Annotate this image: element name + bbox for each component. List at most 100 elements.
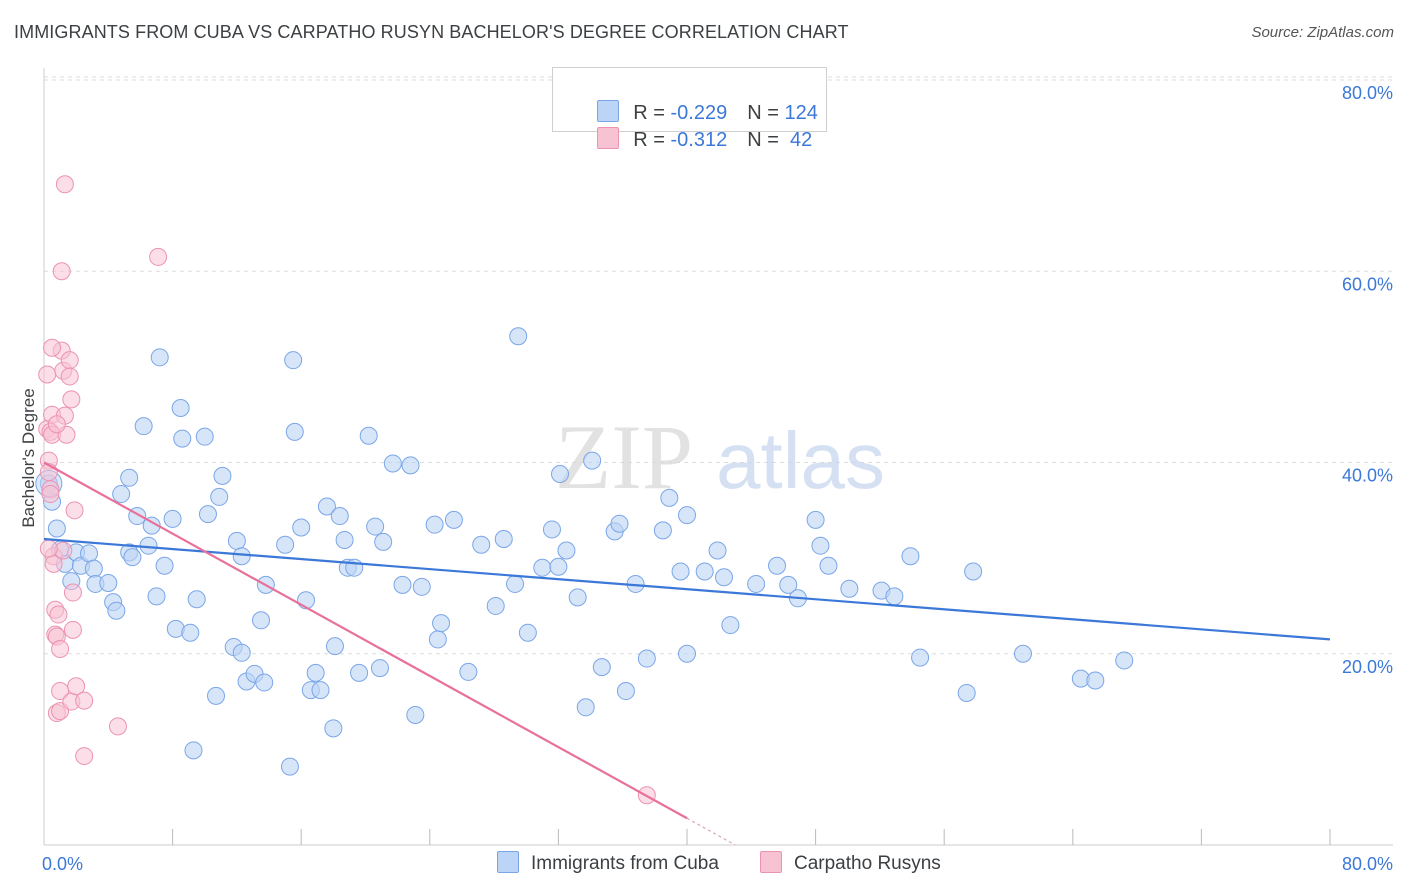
legend-swatch-blue [597, 100, 620, 122]
data-point-rusyn [51, 639, 70, 658]
data-point-cuba [576, 698, 595, 717]
data-point-cuba [557, 541, 576, 560]
data-point-cuba [444, 510, 463, 529]
data-point-cuba [459, 662, 478, 681]
data-point-cuba [911, 648, 930, 667]
data-point-cuba [232, 547, 251, 566]
trend-line-rusyn-extension [686, 817, 736, 846]
data-point-cuba [533, 558, 552, 577]
data-point-cuba [568, 588, 587, 607]
gridlines [44, 76, 1393, 655]
chart-title: IMMIGRANTS FROM CUBA VS CARPATHO RUSYN B… [14, 22, 849, 42]
data-point-cuba [721, 616, 740, 635]
data-point-cuba [542, 520, 561, 539]
x-tick-label: 80.0% [1342, 854, 1393, 874]
bottom-legend-swatch-blue [497, 851, 519, 873]
data-point-rusyn [38, 365, 57, 384]
y-axis-title: Bachelor's Degree [19, 388, 38, 527]
data-point-cuba [509, 327, 528, 346]
data-point-rusyn [75, 747, 94, 766]
data-point-cuba [695, 562, 714, 581]
data-point-cuba [280, 757, 299, 776]
legend-r-value: -0.229 [670, 102, 728, 124]
data-point-cuba [425, 515, 444, 534]
data-point-cuba [324, 719, 343, 738]
data-point-cuba [610, 514, 629, 533]
data-point-rusyn [65, 501, 84, 520]
data-point-cuba [714, 568, 733, 587]
data-point-rusyn [49, 605, 68, 624]
bottom-legend-cuba[interactable]: Immigrants from Cuba [497, 851, 719, 875]
trend-line-cuba [43, 537, 1331, 641]
legend-n-value: 42 [784, 129, 813, 151]
data-point-cuba [383, 454, 402, 473]
data-point-cuba [401, 456, 420, 475]
data-point-cuba [80, 544, 99, 563]
data-point-cuba [232, 643, 251, 662]
trend-line-rusyn [43, 461, 688, 820]
legend-n-value: 124 [784, 102, 818, 124]
correlation-legend: R = -0.229 N = 124 R = -0.312 N = 42 [552, 67, 827, 151]
data-point-cuba [901, 547, 920, 566]
data-point-cuba [957, 683, 976, 702]
data-point-cuba [297, 591, 316, 610]
data-point-cuba [819, 556, 838, 575]
data-point-cuba [213, 466, 232, 485]
data-point-cuba [637, 649, 656, 668]
data-point-rusyn [52, 262, 71, 281]
data-point-cuba [306, 663, 325, 682]
data-point-cuba [964, 562, 983, 581]
data-point-rusyn [63, 620, 82, 639]
data-point-cuba [678, 506, 696, 525]
data-point-cuba [486, 596, 505, 615]
data-point-cuba [163, 509, 182, 528]
data-point-cuba [317, 497, 336, 516]
data-point-cuba [292, 518, 311, 537]
data-point-cuba [1115, 651, 1134, 670]
data-point-cuba [549, 557, 568, 576]
y-tick-label: 80.0% [1342, 83, 1393, 103]
data-point-cuba [779, 575, 798, 594]
data-point-cuba [255, 673, 274, 692]
legend-n-label: N = [747, 129, 785, 151]
data-point-cuba [120, 468, 139, 487]
data-point-rusyn [39, 539, 58, 558]
data-point-cuba [494, 530, 513, 548]
axis-labels: 20.0% 40.0% 60.0% 80.0% 0.0% 80.0% [42, 83, 1393, 874]
data-point-cuba [583, 451, 602, 470]
data-point-cuba [227, 531, 246, 550]
data-point-cuba [653, 521, 672, 540]
data-point-cuba [123, 548, 142, 567]
data-point-cuba [768, 556, 787, 575]
watermark-atlas: atlas [716, 416, 885, 505]
legend-r-label: R = [633, 129, 671, 151]
data-point-cuba [406, 705, 425, 724]
data-point-cuba [150, 348, 169, 367]
data-point-cuba [374, 532, 393, 551]
data-point-rusyn [62, 390, 81, 409]
data-point-cuba [518, 623, 537, 642]
data-point-cuba [678, 644, 696, 663]
data-point-cuba [330, 507, 349, 526]
legend-r-label: R = [633, 102, 671, 124]
data-point-cuba [671, 562, 690, 581]
data-point-cuba [885, 587, 904, 606]
data-point-cuba [708, 541, 727, 560]
data-point-rusyn [60, 351, 79, 370]
data-point-cuba [99, 573, 118, 592]
data-point-cuba [198, 505, 217, 524]
data-point-rusyn [75, 691, 94, 710]
data-point-cuba [616, 682, 635, 701]
x-tick-label: 0.0% [42, 854, 83, 874]
bottom-legend-label: Carpatho Rusyns [794, 853, 941, 874]
data-point-cuba [210, 487, 229, 506]
data-point-rusyn [149, 247, 168, 266]
data-point-rusyn [55, 175, 74, 194]
data-point-cuba [551, 464, 570, 483]
data-point-rusyn [63, 583, 82, 602]
data-point-rusyn [41, 485, 60, 504]
data-point-cuba [505, 574, 524, 593]
bottom-legend-rusyn[interactable]: Carpatho Rusyns [760, 851, 941, 875]
data-point-cuba [472, 535, 491, 554]
